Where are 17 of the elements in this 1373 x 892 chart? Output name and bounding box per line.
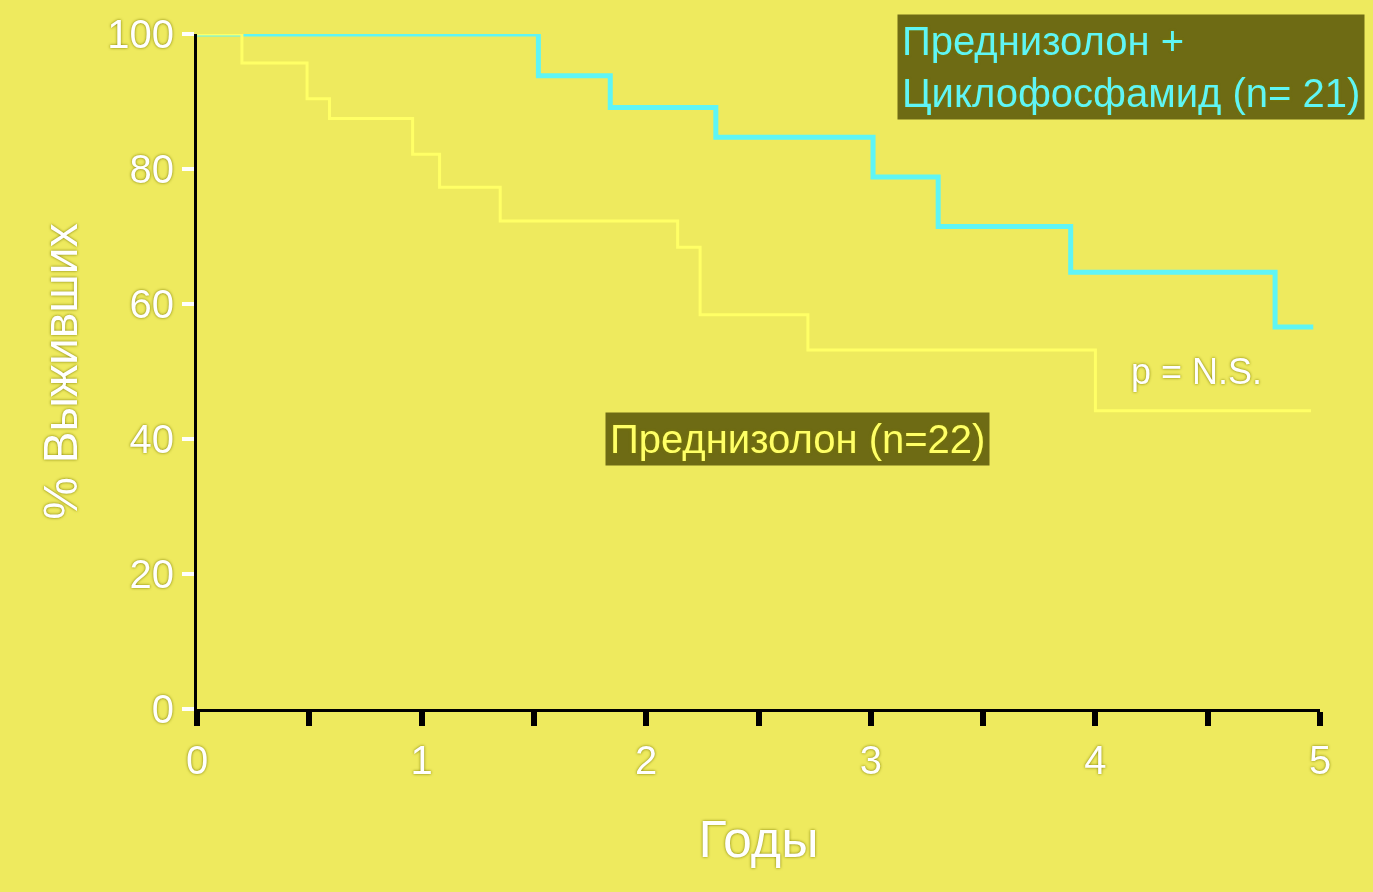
- y-tick-label: 100: [107, 12, 174, 56]
- x-axis-title: Годы: [698, 809, 819, 868]
- annotation: p = N.S.: [1131, 351, 1263, 392]
- x-tick-label: 4: [1084, 738, 1107, 782]
- series-label: Преднизолон + Циклофосфамид (n= 21): [902, 19, 1361, 115]
- y-tick-label: 40: [129, 417, 174, 461]
- y-tick-label: 80: [129, 147, 174, 191]
- y-axis-title: % Выживших: [33, 223, 87, 520]
- x-tick-label: 0: [185, 738, 209, 782]
- series-label: Преднизолон (n=22): [610, 417, 986, 461]
- x-tick-label: 2: [635, 738, 658, 782]
- y-tick-label: 60: [129, 282, 174, 326]
- x-tick-label: 5: [1308, 738, 1332, 782]
- x-tick-label: 1: [410, 738, 433, 782]
- x-tick-label: 3: [859, 738, 882, 782]
- y-tick-label: 0: [151, 687, 174, 731]
- y-tick-label: 20: [129, 552, 174, 596]
